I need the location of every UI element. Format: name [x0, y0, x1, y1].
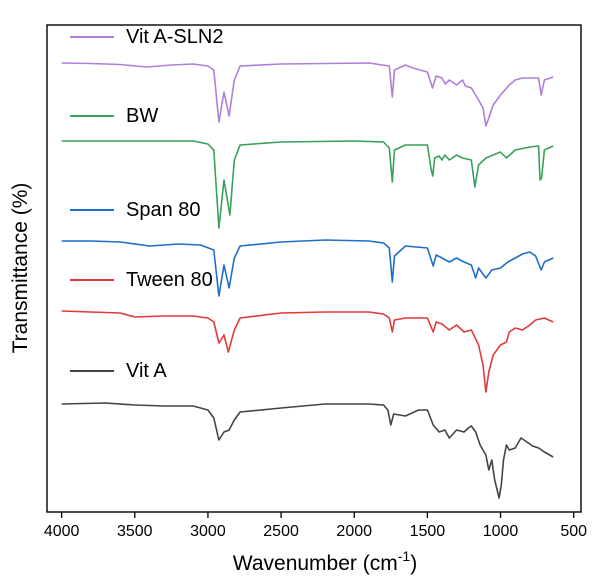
series-line-1 — [61, 140, 554, 229]
series-line-0 — [61, 62, 554, 127]
x-tick-label: 2000 — [336, 523, 372, 540]
x-tick-label: 3000 — [190, 523, 226, 540]
series-line-4 — [61, 402, 554, 499]
plot-frame — [46, 24, 582, 513]
series-layer — [61, 62, 554, 499]
x-tick-label: 500 — [560, 523, 587, 540]
x-axis-ticks: 4000 3500 3000 2500 2000 1500 1000 500 — [44, 512, 587, 540]
series-line-2 — [61, 239, 554, 297]
x-tick-label: 2500 — [263, 523, 299, 540]
x-tick-label: 1500 — [410, 523, 446, 540]
x-tick-label: 1000 — [483, 523, 519, 540]
y-axis-title: Transmittance (%) — [9, 183, 32, 354]
legend-label-4: Vit A — [126, 360, 167, 382]
legend-label-1: BW — [126, 105, 158, 127]
legend-layer: Vit A-SLN2 BW Span 80 Tween 80 Vit A — [70, 26, 223, 382]
series-line-3 — [61, 310, 554, 393]
x-axis-title: Wavenumber (cm-1) — [233, 548, 417, 575]
legend-label-3: Tween 80 — [126, 269, 213, 291]
legend-label-2: Span 80 — [126, 199, 201, 221]
legend-label-0: Vit A-SLN2 — [126, 26, 223, 48]
x-tick-label: 4000 — [44, 523, 80, 540]
x-tick-label: 3500 — [117, 523, 153, 540]
